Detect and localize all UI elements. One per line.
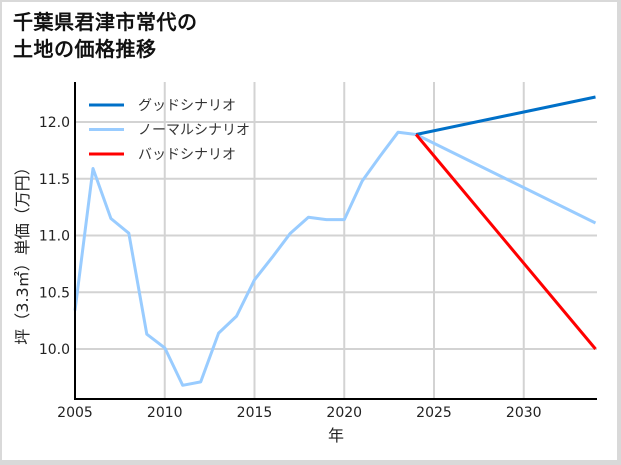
axes: [74, 82, 597, 400]
x-tick-label: 2005: [57, 405, 93, 421]
chart-title-line1: 千葉県君津市常代の: [13, 10, 198, 34]
series-line: [414, 133, 597, 350]
x-tick-label: 2010: [147, 405, 183, 421]
chart-title-line2: 土地の価格推移: [13, 37, 157, 61]
chart-title: 千葉県君津市常代の 土地の価格推移: [13, 9, 198, 63]
legend-label: グッドシナリオ: [138, 98, 236, 114]
data-series: [73, 95, 597, 387]
grid-lines: [75, 82, 597, 399]
y-tick-label: 12.0: [39, 115, 70, 131]
y-tick-label: 10.0: [39, 342, 70, 358]
legend-label: バッドシナリオ: [138, 147, 236, 163]
tick-labels: 2005 2010 2015 2020 2025 2030 10.0 10.5 11.0 11.5…: [39, 115, 542, 421]
series-line: [415, 95, 596, 136]
series-line: [73, 130, 597, 387]
chart-frame: [2, 2, 617, 460]
y-axis-label: 坪（3.3㎡）単価（万円）: [13, 159, 32, 344]
x-tick-label: 2015: [237, 405, 273, 421]
x-tick-label: 2025: [416, 405, 452, 421]
y-tick-label: 11.0: [39, 229, 70, 245]
y-tick-label: 11.5: [39, 172, 70, 188]
x-axis-label: 年: [328, 426, 344, 445]
y-tick-label: 10.5: [39, 285, 70, 301]
legend-label: ノーマルシナリオ: [138, 123, 250, 139]
x-tick-label: 2020: [326, 405, 362, 421]
x-tick-label: 2030: [506, 405, 542, 421]
